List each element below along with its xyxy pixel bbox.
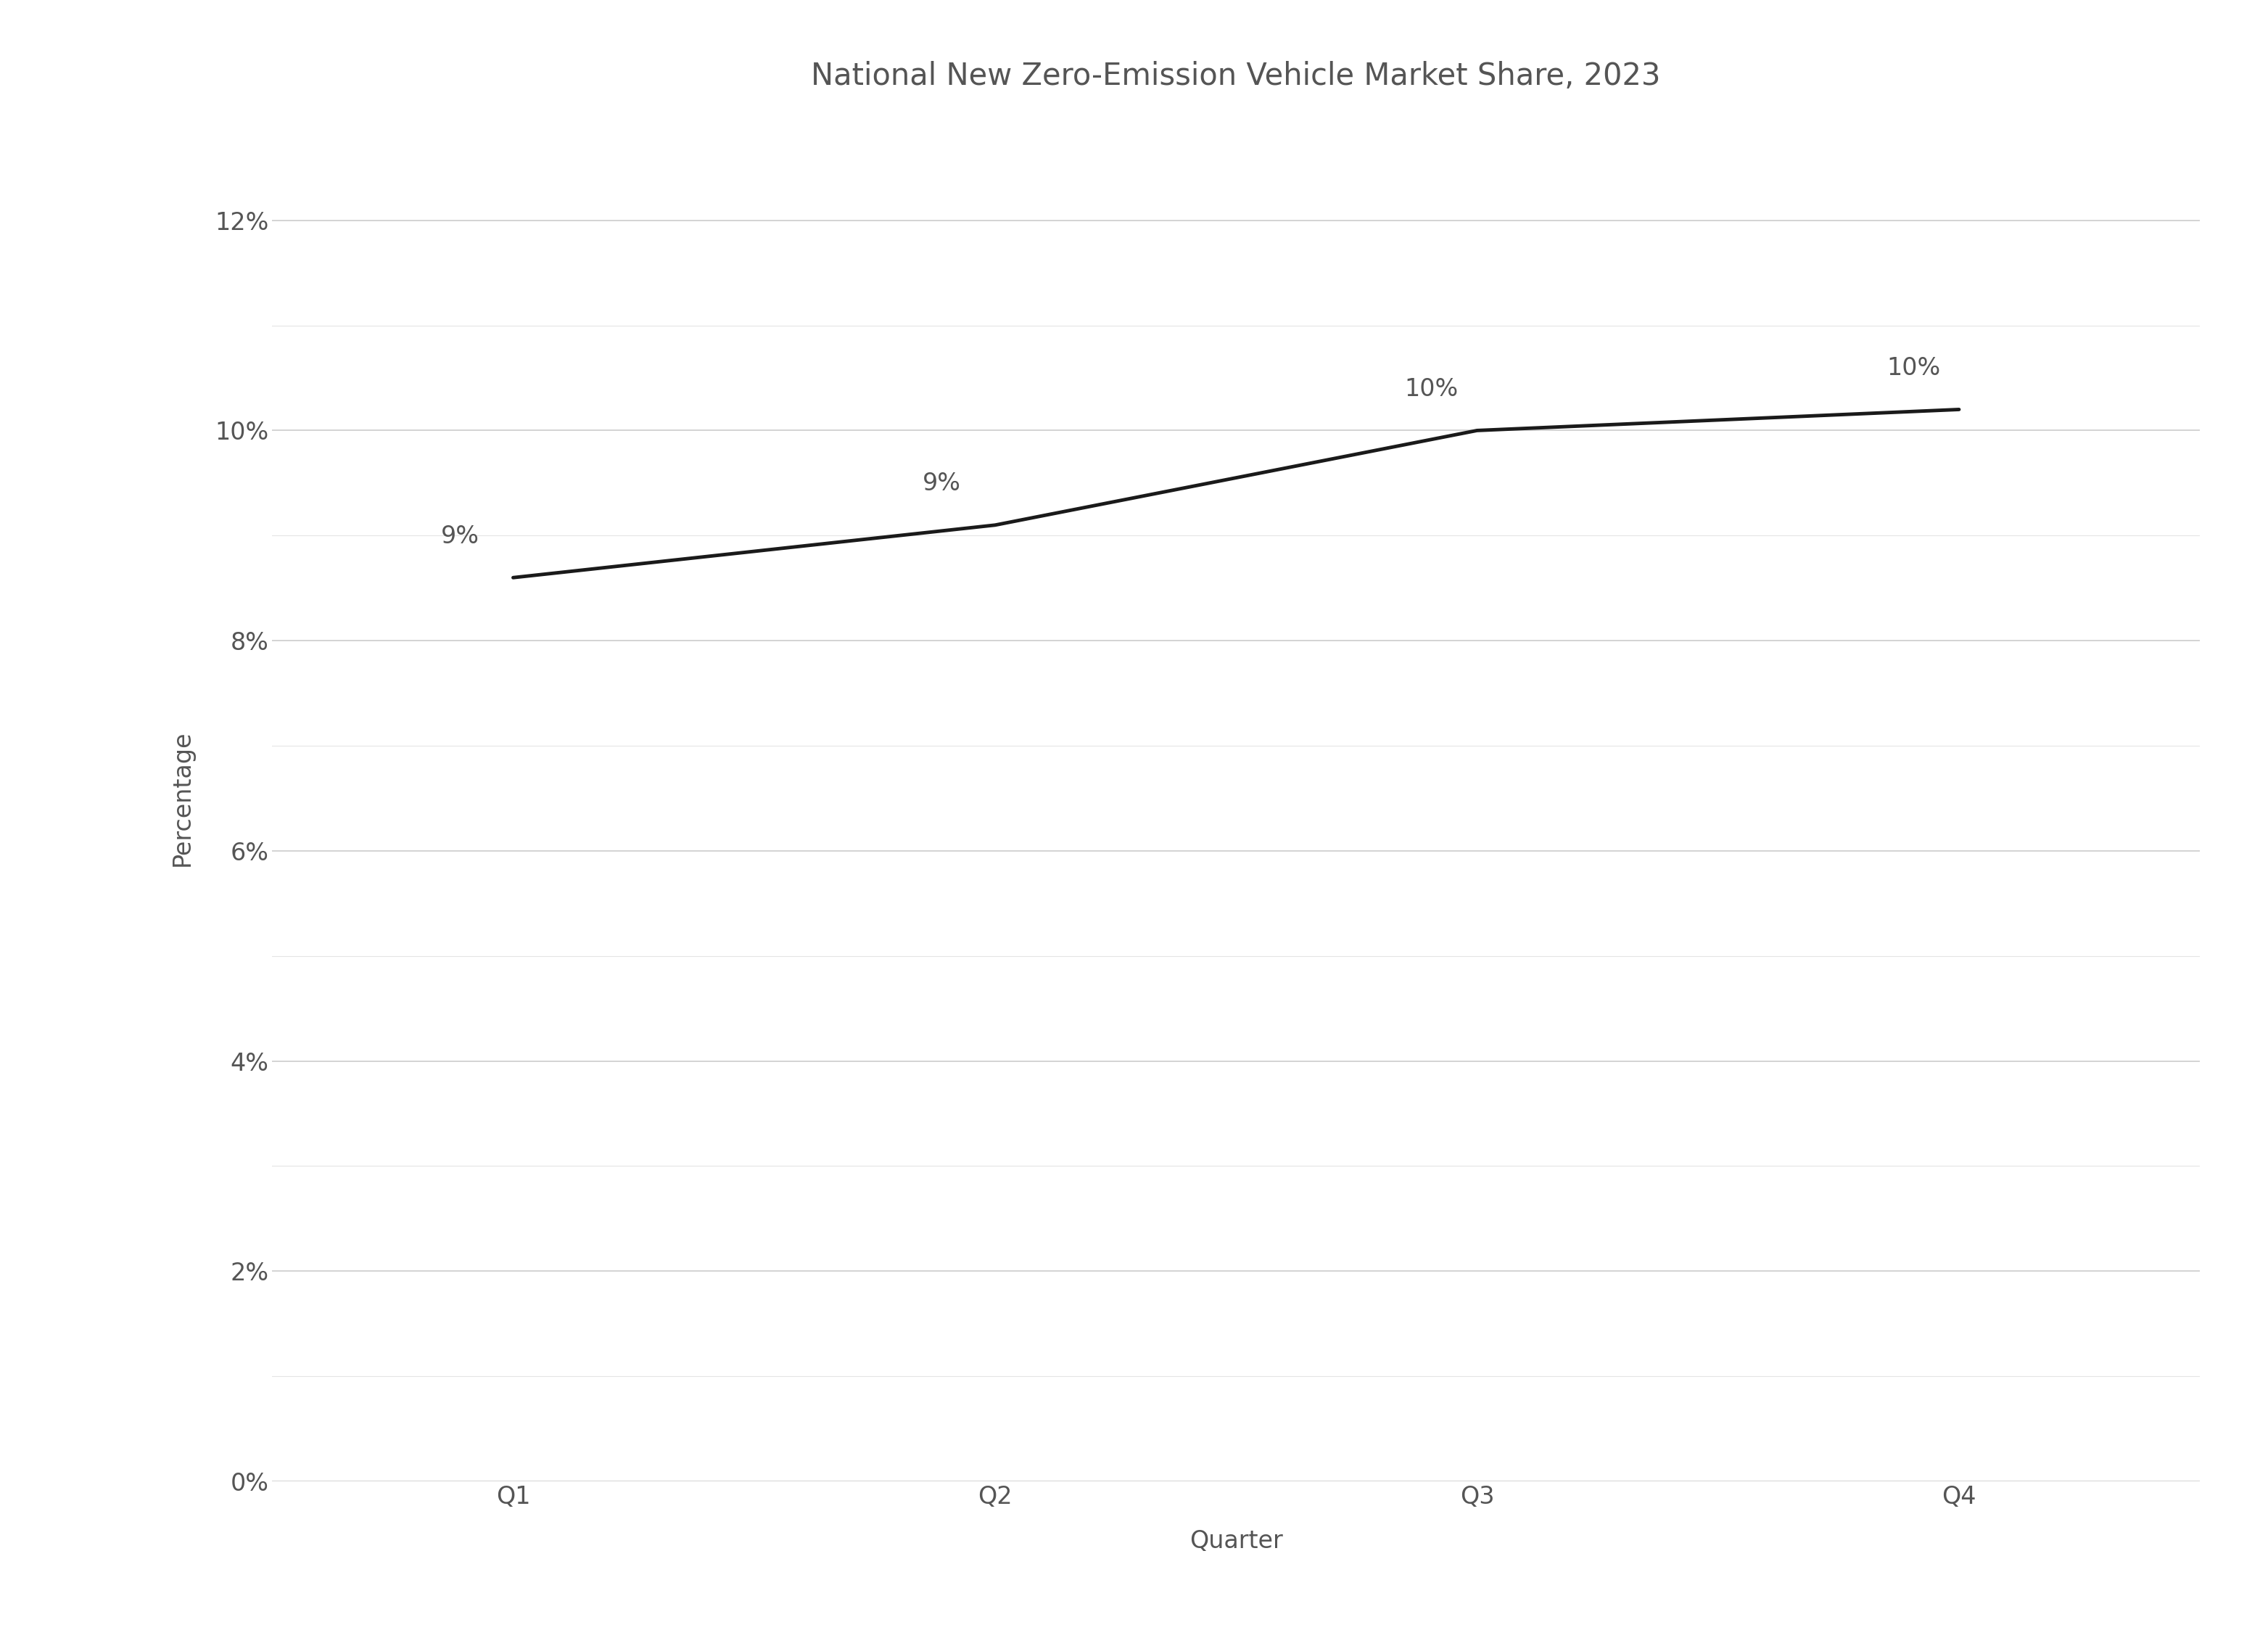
Y-axis label: Percentage: Percentage (170, 731, 195, 866)
Text: 10%: 10% (1404, 377, 1458, 402)
Text: 9%: 9% (440, 525, 479, 548)
Title: National New Zero-Emission Vehicle Market Share, 2023: National New Zero-Emission Vehicle Marke… (812, 61, 1660, 92)
X-axis label: Quarter: Quarter (1188, 1529, 1284, 1552)
Text: 9%: 9% (923, 472, 962, 495)
Text: 10%: 10% (1887, 356, 1941, 380)
